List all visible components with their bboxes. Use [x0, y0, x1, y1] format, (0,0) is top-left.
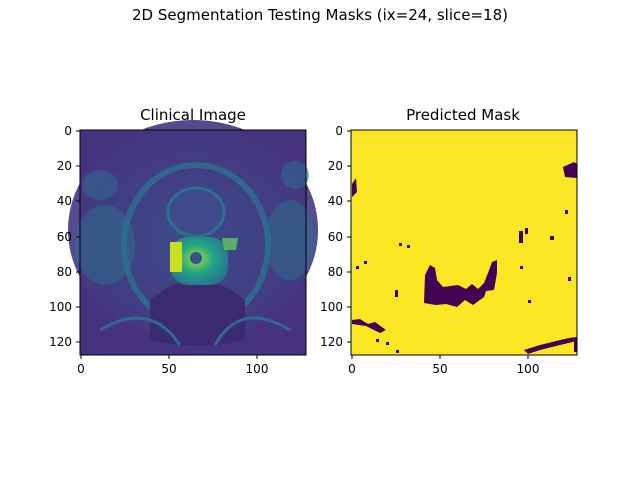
- y-tick-label: 80: [328, 265, 343, 279]
- y-tick-label: 100: [320, 300, 343, 314]
- y-tick-label: 120: [49, 335, 72, 349]
- y-tick-label: 0: [64, 124, 72, 138]
- y-tick-label: 40: [328, 194, 343, 208]
- x-tick-label: 100: [246, 362, 269, 376]
- y-tick-label: 0: [335, 124, 343, 138]
- x-tick-label: 0: [77, 362, 85, 376]
- x-tick-label: 0: [348, 362, 356, 376]
- y-tick-label: 40: [57, 194, 72, 208]
- y-tick-label: 20: [328, 159, 343, 173]
- x-tick-label: 50: [432, 362, 447, 376]
- clinical-image-title: Clinical Image: [140, 106, 246, 124]
- y-tick-label: 120: [320, 335, 343, 349]
- y-tick-label: 100: [49, 300, 72, 314]
- predicted-mask-title: Predicted Mask: [406, 106, 520, 124]
- figure-title: 2D Segmentation Testing Masks (ix=24, sl…: [132, 6, 508, 24]
- y-tick-label: 60: [328, 230, 343, 244]
- predicted-mask-image: [351, 130, 577, 355]
- clinical-image: [68, 120, 318, 355]
- y-tick-label: 80: [57, 265, 72, 279]
- x-tick-label: 100: [517, 362, 540, 376]
- y-tick-label: 60: [57, 230, 72, 244]
- x-tick-label: 50: [161, 362, 176, 376]
- y-tick-label: 20: [57, 159, 72, 173]
